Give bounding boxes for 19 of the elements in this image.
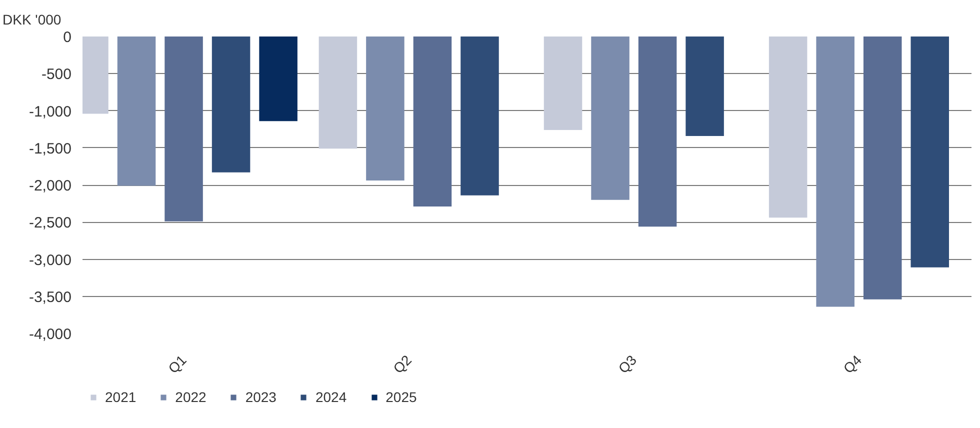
legend-label: 2024 [315, 389, 347, 405]
y-tick-label: -2,000 [28, 178, 72, 194]
legend-label: 2021 [105, 389, 136, 405]
legend-label: 2023 [245, 389, 276, 405]
x-tick-label: Q1 [164, 352, 190, 376]
y-tick-label: -3,000 [28, 252, 72, 269]
x-tick-label: Q2 [390, 352, 415, 376]
legend-label: 2022 [175, 389, 206, 405]
y-axis-title: DKK '000 [2, 12, 62, 28]
x-tick-label: Q3 [615, 352, 640, 376]
y-tick-label: -500 [41, 66, 72, 84]
y-tick-label: -1,500 [28, 140, 72, 158]
y-tick-label: -3,500 [28, 288, 72, 306]
y-tick-label: -4,000 [28, 326, 72, 343]
y-tick-label: 0 [63, 29, 72, 46]
x-tick-label: Q4 [840, 352, 865, 376]
y-tick-label: -2,500 [28, 214, 72, 232]
y-tick-label: -1,000 [28, 103, 72, 120]
legend-label: 2025 [386, 389, 417, 405]
